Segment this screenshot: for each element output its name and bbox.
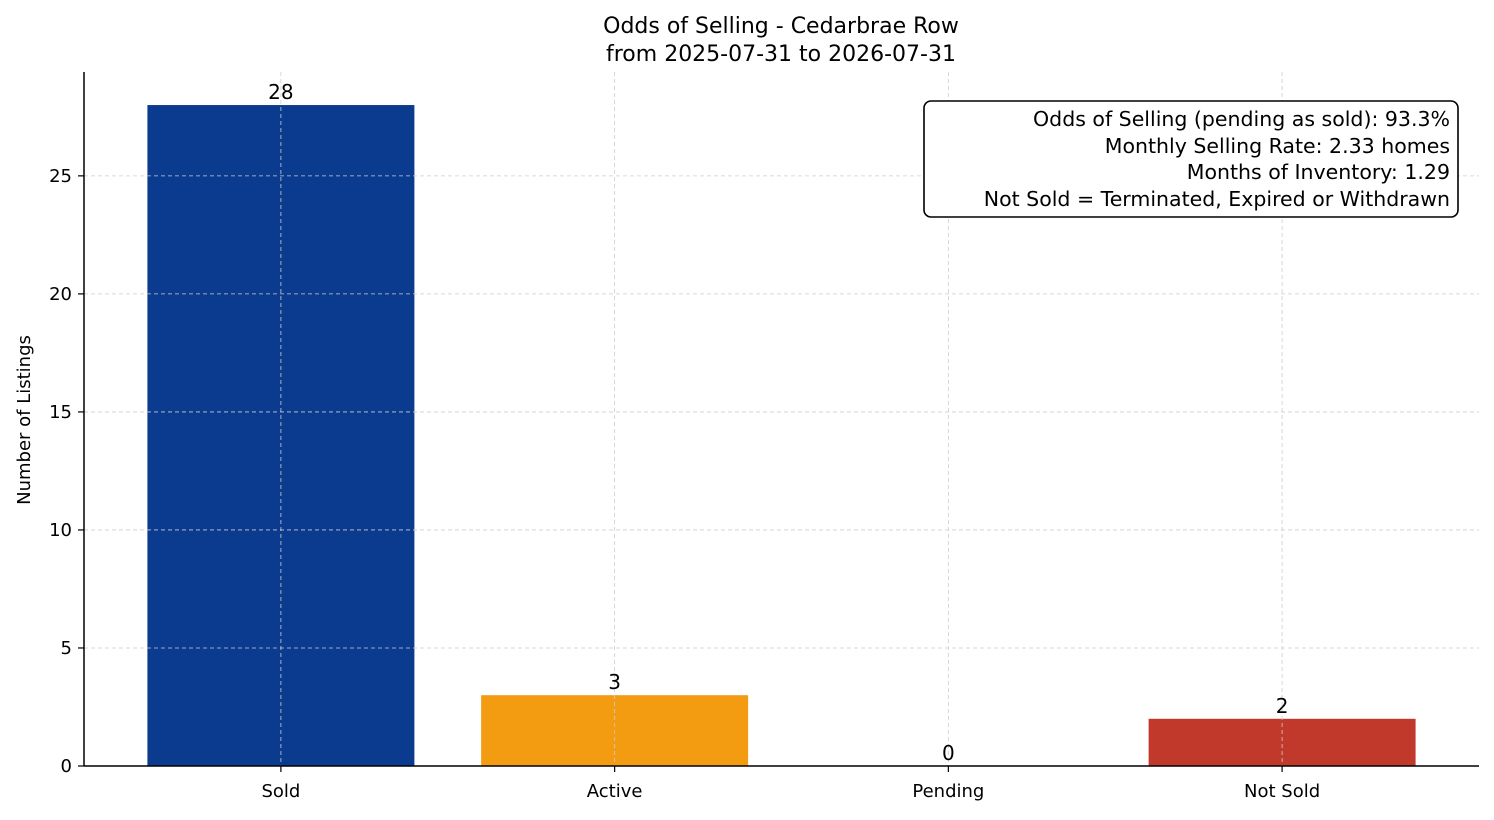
y-axis-label: Number of Listings xyxy=(14,335,35,505)
chart-title-line-2: from 2025-07-31 to 2026-07-31 xyxy=(606,42,956,67)
bar-value-label: 2 xyxy=(1276,694,1289,718)
x-ticks: Sold Active Pending Not Sold xyxy=(261,766,1320,802)
x-tick-label: Sold xyxy=(261,781,300,802)
y-tick-label: 25 xyxy=(49,166,72,187)
y-ticks: 0 5 10 15 20 25 xyxy=(49,166,84,777)
bar-sold xyxy=(147,105,415,767)
axes xyxy=(83,72,1479,767)
info-monthly-selling-rate: Monthly Selling Rate: 2.33 homes xyxy=(1105,134,1450,158)
chart-title: Odds of Selling - Cedarbrae Row from 202… xyxy=(603,14,959,67)
info-months-of-inventory: Months of Inventory: 1.29 xyxy=(1187,160,1450,184)
y-tick-label: 5 xyxy=(61,638,72,659)
bar-value-label: 28 xyxy=(268,80,293,104)
info-box: Odds of Selling (pending as sold): 93.3%… xyxy=(923,100,1459,218)
bar-value-label: 0 xyxy=(942,741,955,765)
y-tick-label: 0 xyxy=(61,756,72,777)
chart-title-line-1: Odds of Selling - Cedarbrae Row xyxy=(603,14,959,39)
info-not-sold-definition: Not Sold = Terminated, Expired or Withdr… xyxy=(984,187,1450,211)
x-tick-label: Pending xyxy=(912,781,984,802)
info-odds-of-selling: Odds of Selling (pending as sold): 93.3% xyxy=(1033,107,1450,131)
bar-value-labels: 28 3 0 2 xyxy=(268,80,1288,765)
x-tick-label: Not Sold xyxy=(1244,781,1320,802)
x-tick-label: Active xyxy=(587,781,643,802)
y-tick-label: 10 xyxy=(49,520,72,541)
info-box-frame xyxy=(923,100,1459,218)
y-tick-label: 15 xyxy=(49,402,72,423)
bar-value-label: 3 xyxy=(608,670,621,694)
y-tick-label: 20 xyxy=(49,284,72,305)
